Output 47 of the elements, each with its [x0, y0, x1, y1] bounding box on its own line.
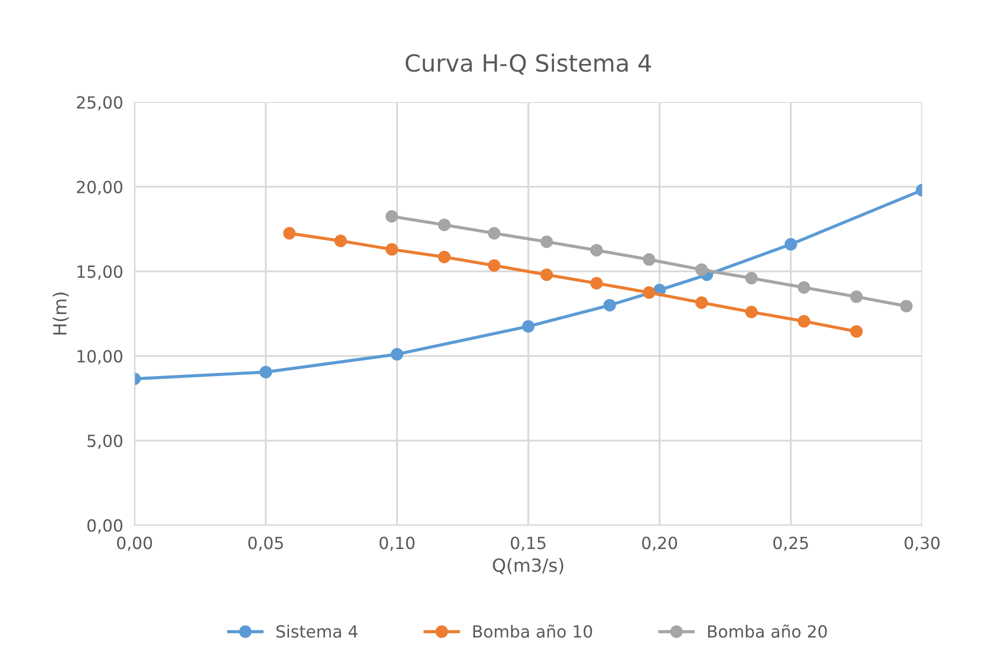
y-tick-label: 10,00 [78, 350, 122, 364]
x-tick-label: 0,20 [642, 536, 678, 551]
point [283, 227, 296, 240]
point [745, 306, 758, 318]
point [642, 286, 656, 299]
chart-title: Curva H-Q Sistema 4 [406, 54, 651, 75]
point [798, 281, 810, 294]
x-tick-label: 0,10 [380, 536, 415, 551]
point [745, 272, 758, 284]
point [522, 320, 535, 333]
point [386, 243, 398, 256]
x-tick-label: 0,00 [117, 536, 152, 551]
point [900, 300, 913, 312]
point [488, 227, 500, 240]
x-tick-label: 0,15 [510, 536, 546, 551]
point [850, 290, 863, 304]
point [540, 268, 553, 282]
x-tick-label: 0,30 [904, 536, 940, 551]
point [590, 276, 603, 290]
x-axis-title: Q(m3/s) [492, 558, 564, 574]
x-tick-label: 0,25 [773, 536, 808, 551]
legend-label: Bomba año 10 [473, 624, 592, 638]
point [488, 259, 500, 272]
point [850, 325, 863, 338]
point [390, 348, 404, 361]
point [334, 234, 347, 248]
x-tick-label: 0,05 [248, 536, 283, 551]
point [386, 210, 398, 223]
y-tick-label: 15,00 [78, 265, 122, 280]
point [695, 296, 708, 309]
point [438, 218, 451, 232]
y-tick-label: 25,00 [76, 96, 122, 110]
y-axis-title: H(m) [52, 292, 69, 335]
point [784, 238, 798, 251]
y-tick-label: 20,00 [76, 180, 122, 196]
y-tick-label: 0,00 [87, 519, 122, 534]
y-tick-label: 5,00 [88, 434, 122, 449]
point [260, 366, 272, 378]
point [590, 244, 603, 256]
point [603, 298, 616, 312]
point [642, 253, 656, 266]
point [438, 250, 451, 264]
legend-label: Bomba año 20 [708, 624, 827, 638]
legend-label: Sistema 4 [276, 624, 358, 638]
point [540, 236, 553, 248]
point [798, 315, 810, 328]
point [695, 263, 708, 276]
